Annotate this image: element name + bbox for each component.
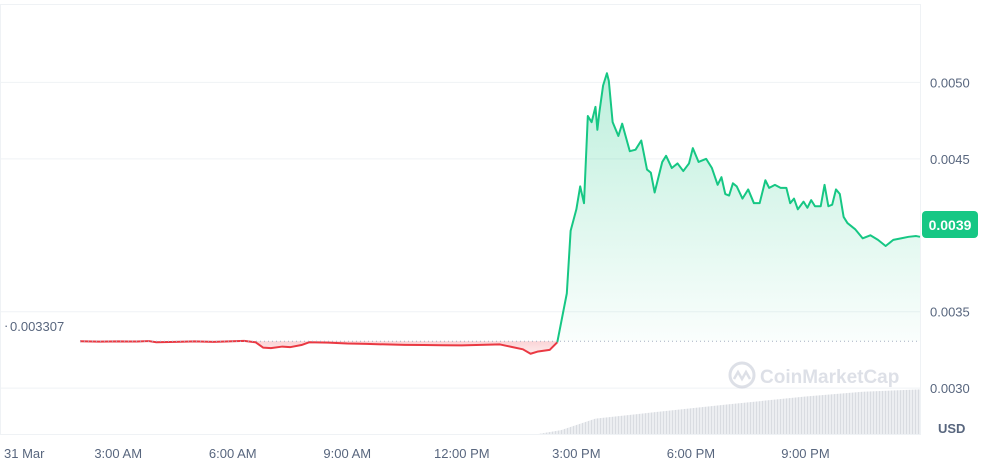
x-tick-label: 31 Mar <box>4 446 45 461</box>
y-tick-label: 0.0050 <box>930 75 970 90</box>
x-tick-label: 9:00 PM <box>781 446 829 461</box>
y-tick-label: 0.0045 <box>930 152 970 167</box>
price-area <box>80 73 920 354</box>
y-tick-label: 0.0035 <box>930 305 970 320</box>
volume-area <box>538 389 920 434</box>
watermark: CoinMarketCap <box>728 361 899 389</box>
up-price-line <box>556 72 921 343</box>
down-area-fill <box>80 340 558 354</box>
x-tick-label: 9:00 AM <box>323 446 371 461</box>
baseline-label-group: · 0.003307 <box>4 318 64 334</box>
down-price-line <box>79 339 558 355</box>
current-price-badge: 0.0039 <box>922 211 978 238</box>
x-tick-label: 6:00 PM <box>667 446 715 461</box>
x-tick-label: 6:00 AM <box>209 446 257 461</box>
x-tick-label: 3:00 PM <box>552 446 600 461</box>
y-tick-label: 0.0030 <box>930 381 970 396</box>
coinmarketcap-logo-icon <box>728 361 756 389</box>
svg-text:·: · <box>4 318 8 333</box>
plot-frame <box>0 4 921 435</box>
price-line <box>79 72 921 355</box>
current-price-label: 0.0039 <box>929 217 972 233</box>
y-axis: 0.0030 0.0035 0.0045 0.0050 <box>930 75 970 396</box>
baseline-label: 0.003307 <box>10 319 64 334</box>
currency-label: USD <box>938 421 965 436</box>
x-tick-label: 3:00 AM <box>94 446 142 461</box>
watermark-text: CoinMarketCap <box>760 367 899 388</box>
up-area-fill <box>557 73 920 343</box>
x-tick-label: 12:00 PM <box>434 446 490 461</box>
x-axis: 31 Mar 3:00 AM 6:00 AM 9:00 AM 12:00 PM 3:00 … <box>4 446 830 461</box>
volume-bars <box>538 389 920 434</box>
